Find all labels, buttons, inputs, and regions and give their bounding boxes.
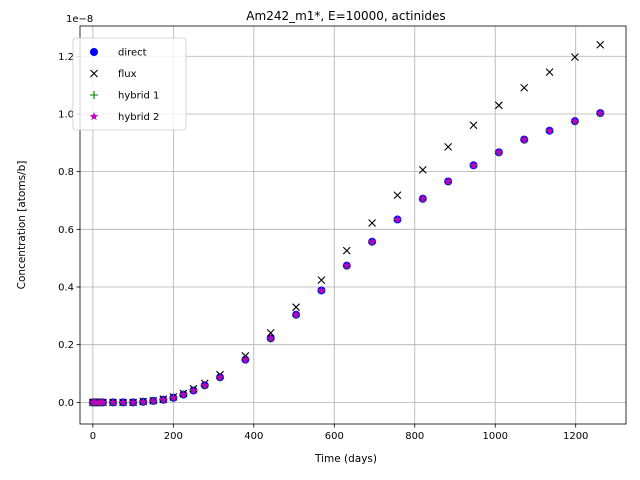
- legend-label-hybrid-1: hybrid 1: [118, 91, 159, 102]
- data-point-hybrid-2: [179, 390, 188, 399]
- plot-area-frame: [79, 25, 627, 425]
- legend-label-hybrid-2: hybrid 2: [118, 112, 159, 123]
- data-point-flux: [596, 40, 605, 49]
- legend-entry-hybrid-1: hybrid 1: [90, 91, 159, 102]
- legend-label-direct: direct: [118, 48, 147, 59]
- data-point-hybrid-2: [342, 261, 352, 270]
- y-tick-label: 0.6: [58, 225, 74, 236]
- data-point-flux: [342, 246, 351, 255]
- data-point-hybrid-2: [241, 355, 250, 364]
- x-tick-label: 400: [244, 431, 263, 442]
- x-axis-label: Time (days): [314, 453, 377, 465]
- data-point-hybrid-2: [148, 396, 158, 405]
- x-tick-label: 1000: [483, 431, 508, 442]
- data-layer: [88, 40, 605, 407]
- data-point-hybrid-2: [519, 135, 529, 144]
- legend-box: [72, 37, 187, 131]
- x-tick-label: 200: [164, 431, 183, 442]
- legend-entry-hybrid-2: hybrid 2: [89, 112, 159, 123]
- data-point-hybrid-2: [443, 176, 453, 186]
- data-point-hybrid-2: [393, 215, 402, 224]
- data-point-hybrid-2: [418, 194, 428, 203]
- data-point-hybrid-2: [98, 397, 108, 407]
- data-point-flux: [418, 166, 427, 174]
- y-tick-label: 0.2: [58, 340, 74, 351]
- legend-marker-flux: [90, 69, 98, 78]
- data-point-hybrid-2: [215, 372, 225, 381]
- data-point-hybrid-2: [494, 147, 504, 156]
- x-tick-label: 600: [325, 431, 344, 442]
- legend-marker-hybrid-1: [90, 91, 98, 99]
- data-point-hybrid-2: [317, 285, 326, 295]
- data-point-hybrid-2: [169, 393, 178, 402]
- data-point-flux: [520, 83, 529, 92]
- data-point-flux: [368, 219, 377, 227]
- y-tick-label: 1.2: [58, 52, 74, 63]
- data-point-hybrid-2: [570, 116, 580, 125]
- data-point-flux: [469, 121, 478, 130]
- chart-title: Am242_m1*, E=10000, actinides: [246, 9, 445, 23]
- y-tick-label: 0.0: [58, 398, 74, 409]
- data-point-hybrid-2: [200, 380, 210, 389]
- data-point-hybrid-2: [469, 160, 478, 169]
- data-point-hybrid-2: [138, 397, 148, 406]
- data-point-flux: [444, 142, 453, 151]
- y-tick-label: 0.4: [58, 283, 74, 294]
- data-point-hybrid-2: [108, 397, 118, 407]
- data-point-hybrid-2: [291, 310, 301, 319]
- legend-label-flux: flux: [118, 69, 137, 80]
- data-point-hybrid-2: [118, 397, 128, 407]
- data-point-hybrid-2: [367, 237, 377, 246]
- data-point-flux: [494, 101, 503, 110]
- data-point-hybrid-2: [159, 395, 168, 404]
- x-tick-label: 1200: [563, 431, 588, 442]
- x-axis: 0 200 400 600 800 1000 1200: [90, 424, 588, 442]
- data-point-flux: [292, 303, 300, 312]
- x-tick-label: 0: [90, 431, 96, 442]
- data-point-flux: [266, 328, 275, 337]
- data-point-hybrid-2: [595, 108, 605, 117]
- data-point-flux: [317, 276, 326, 284]
- legend-entry-direct: direct: [90, 48, 147, 59]
- legend-marker-direct: [90, 48, 98, 56]
- x-tick-label: 800: [405, 431, 424, 442]
- y-axis-offset-text: 1e−8: [66, 14, 93, 25]
- data-point-hybrid-2: [545, 126, 554, 135]
- y-axis-label: Concentration [atoms/b]: [16, 161, 28, 290]
- data-point-hybrid-2: [128, 397, 138, 407]
- y-tick-label: 0.8: [58, 167, 74, 178]
- legend: direct flux hybrid 1 hybrid 2: [72, 37, 187, 131]
- data-point-hybrid-2: [189, 386, 198, 395]
- y-tick-label: 1.0: [58, 109, 74, 120]
- grid: [80, 26, 626, 424]
- series-hybrid-2: [88, 108, 605, 407]
- data-point-hybrid-2: [266, 333, 275, 342]
- data-point-flux: [571, 53, 579, 62]
- data-point-flux: [393, 191, 402, 200]
- data-point-flux: [545, 68, 554, 77]
- legend-entry-flux: flux: [90, 69, 137, 80]
- legend-marker-hybrid-2: [89, 112, 99, 121]
